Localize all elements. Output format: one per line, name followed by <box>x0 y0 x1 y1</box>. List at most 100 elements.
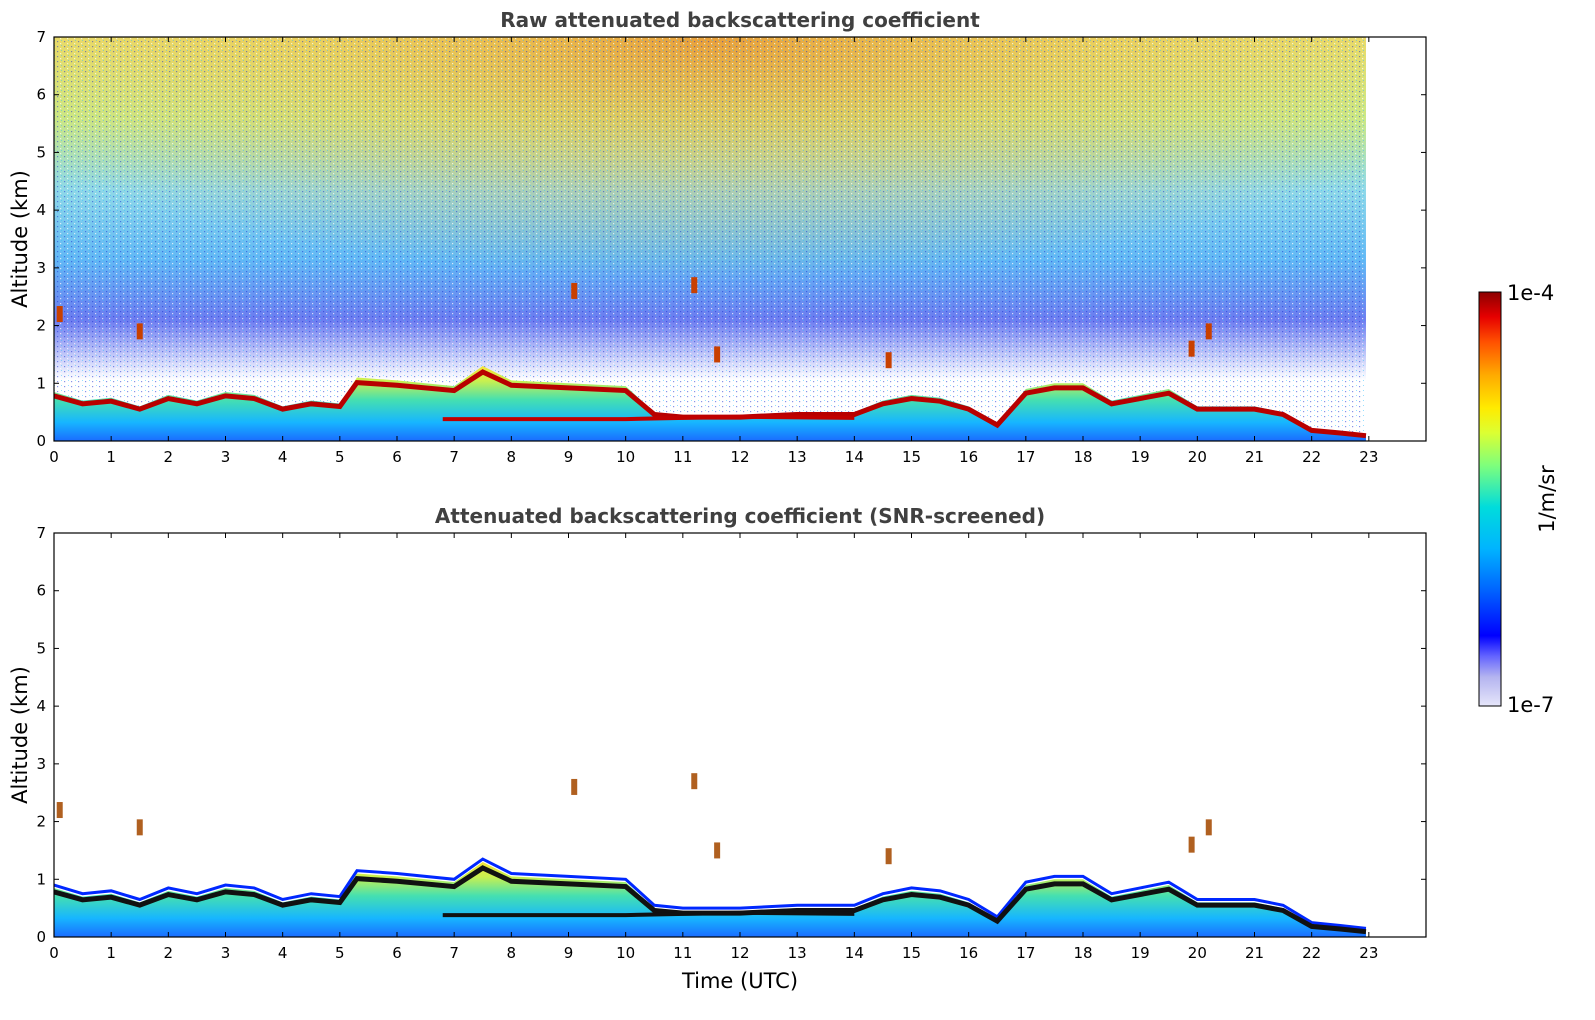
raw-elevated-feature <box>691 277 698 294</box>
screened-heatmap <box>54 773 1367 937</box>
raw-x-tick-label: 2 <box>164 448 174 466</box>
screened-x-tick-label: 0 <box>49 944 59 962</box>
raw-x-tick-label: 4 <box>278 448 288 466</box>
screened-x-tick-label: 2 <box>164 944 174 962</box>
screened-elevated-feature <box>571 778 578 795</box>
screened-panel-title: Attenuated backscattering coefficient (S… <box>435 504 1045 528</box>
colorbar-min-label: 1e-7 <box>1507 693 1554 717</box>
screened-y-tick-label: 0 <box>36 928 46 946</box>
screened-x-tick-label: 18 <box>1073 944 1092 962</box>
screened-x-tick-label: 16 <box>959 944 978 962</box>
raw-y-tick-label: 3 <box>36 259 46 277</box>
raw-x-tick-label: 18 <box>1073 448 1092 466</box>
colorbar: 1e-4 1e-7 1/m/sr <box>1478 281 1559 717</box>
raw-x-tick-label: 14 <box>845 448 864 466</box>
raw-y-tick-label: 6 <box>36 86 46 104</box>
screened-x-tick-label: 4 <box>278 944 288 962</box>
screened-x-tick-label: 10 <box>616 944 635 962</box>
screened-y-tick-label: 4 <box>36 697 46 715</box>
raw-y-tick-label: 5 <box>36 143 46 161</box>
screened-elevated-feature <box>56 802 63 819</box>
screened-x-tick-label: 14 <box>845 944 864 962</box>
screened-x-tick-label: 17 <box>1016 944 1035 962</box>
raw-x-tick-label: 1 <box>106 448 116 466</box>
screened-x-tick-label: 12 <box>730 944 749 962</box>
screened-y-tick-label: 1 <box>36 870 46 888</box>
raw-x-tick-label: 20 <box>1188 448 1207 466</box>
raw-y-tick-label: 1 <box>36 374 46 392</box>
raw-x-tick-label: 17 <box>1016 448 1035 466</box>
screened-x-tick-label: 1 <box>106 944 116 962</box>
screened-x-tick-label: 13 <box>788 944 807 962</box>
screened-boundary-layer <box>54 861 1366 937</box>
screened-y-tick-label: 3 <box>36 755 46 773</box>
screened-elevated-feature <box>714 842 721 859</box>
screened-residual-layer <box>442 910 855 918</box>
raw-x-tick-label: 10 <box>616 448 635 466</box>
raw-elevated-feature <box>1205 323 1212 340</box>
raw-x-tick-label: 7 <box>449 448 459 466</box>
raw-heatmap <box>54 37 1367 441</box>
raw-y-axis: 0 1 2 3 4 5 6 7 <box>36 28 1426 450</box>
raw-y-axis-label: Altitude (km) <box>8 170 32 308</box>
raw-x-tick-label: 6 <box>392 448 402 466</box>
screened-y-tick-label: 7 <box>36 524 46 542</box>
raw-x-tick-label: 5 <box>335 448 345 466</box>
screened-x-tick-label: 20 <box>1188 944 1207 962</box>
raw-x-tick-label: 15 <box>902 448 921 466</box>
raw-x-tick-label: 21 <box>1245 448 1264 466</box>
raw-elevated-feature <box>136 323 143 340</box>
raw-backscatter-panel: Raw attenuated backscattering coefficien… <box>8 8 1427 466</box>
screened-x-axis: 0 1 2 3 4 5 6 7 8 9 10 11 12 13 14 15 16 17 18 19 20 21 22 23 <box>49 533 1378 962</box>
screened-x-tick-label: 3 <box>221 944 231 962</box>
screened-x-tick-label: 23 <box>1359 944 1378 962</box>
raw-x-tick-label: 22 <box>1302 448 1321 466</box>
screened-y-tick-label: 2 <box>36 813 46 831</box>
screened-x-tick-label: 6 <box>392 944 402 962</box>
screened-backscatter-panel: Attenuated backscattering coefficient (S… <box>8 504 1427 993</box>
raw-elevated-feature <box>885 352 892 369</box>
colorbar-max-label: 1e-4 <box>1507 281 1554 305</box>
screened-elevated-feature <box>885 848 892 865</box>
screened-x-tick-label: 22 <box>1302 944 1321 962</box>
screened-x-tick-label: 11 <box>673 944 692 962</box>
screened-y-axis-label: Altitude (km) <box>8 666 32 804</box>
screened-x-tick-label: 15 <box>902 944 921 962</box>
screened-elevated-feature <box>691 773 698 790</box>
raw-x-axis: 0 1 2 3 4 5 6 7 8 9 10 11 12 13 14 15 16 17 18 19 20 21 22 23 <box>49 37 1378 466</box>
screened-x-tick-label: 5 <box>335 944 345 962</box>
raw-x-tick-label: 8 <box>507 448 517 466</box>
raw-x-tick-label: 9 <box>564 448 574 466</box>
raw-elevated-feature <box>56 306 63 323</box>
raw-elevated-feature <box>1188 340 1195 357</box>
raw-y-tick-label: 0 <box>36 432 46 450</box>
raw-x-tick-label: 3 <box>221 448 231 466</box>
screened-x-tick-label: 7 <box>449 944 459 962</box>
raw-elevated-feature <box>714 346 721 363</box>
colorbar-unit-label: 1/m/sr <box>1535 465 1559 533</box>
raw-x-tick-label: 0 <box>49 448 59 466</box>
screened-y-tick-label: 6 <box>36 582 46 600</box>
screened-y-axis: 0 1 2 3 4 5 6 7 <box>36 524 1426 946</box>
screened-x-tick-label: 21 <box>1245 944 1264 962</box>
raw-x-tick-label: 23 <box>1359 448 1378 466</box>
screened-layer-edge <box>54 857 1367 930</box>
raw-x-tick-label: 19 <box>1131 448 1150 466</box>
raw-x-tick-label: 11 <box>673 448 692 466</box>
screened-elevated-features <box>56 773 1212 865</box>
raw-x-tick-label: 12 <box>730 448 749 466</box>
x-axis-label: Time (UTC) <box>681 969 798 993</box>
screened-x-tick-label: 9 <box>564 944 574 962</box>
raw-panel-title: Raw attenuated backscattering coefficien… <box>500 8 980 32</box>
raw-y-tick-label: 2 <box>36 317 46 335</box>
screened-plot-frame <box>53 532 1427 938</box>
raw-y-tick-label: 7 <box>36 28 46 46</box>
screened-elevated-feature <box>136 819 143 836</box>
raw-y-tick-label: 4 <box>36 201 46 219</box>
screened-elevated-feature <box>1188 836 1195 853</box>
raw-noise-texture <box>54 37 1366 441</box>
raw-residual-layer <box>442 414 855 422</box>
screened-x-tick-label: 8 <box>507 944 517 962</box>
screened-x-tick-label: 19 <box>1131 944 1150 962</box>
